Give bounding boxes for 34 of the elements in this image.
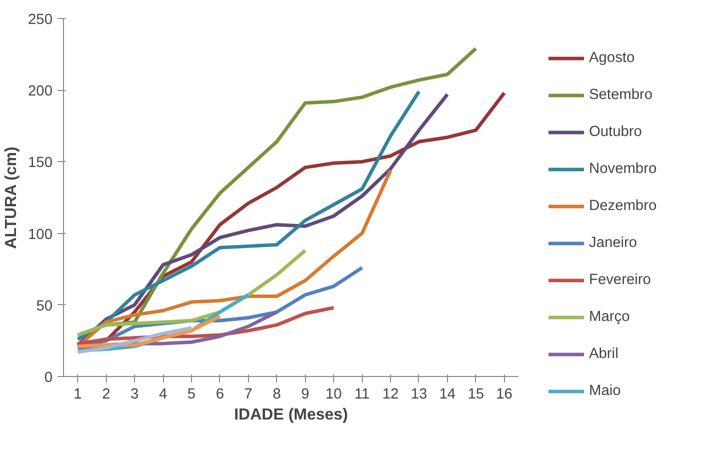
x-tick-label: 13 (410, 386, 428, 402)
x-tick-label: 6 (216, 386, 224, 402)
y-tick-label: 200 (28, 84, 53, 100)
x-axis-title: IDADE (Meses) (234, 406, 348, 424)
x-tick-label: 4 (158, 386, 168, 402)
x-tick-label: 2 (102, 386, 110, 402)
x-tick-label: 12 (382, 386, 399, 402)
x-tick-label: 9 (301, 386, 310, 402)
x-tick-label: 1 (74, 386, 82, 402)
legend-label: Novembro (589, 161, 657, 177)
y-tick-label: 100 (28, 226, 53, 243)
x-tick-label: 10 (326, 386, 342, 402)
legend-label: Maio (589, 383, 621, 399)
y-tick-label: 250 (28, 12, 53, 28)
legend-label: Setembro (589, 87, 653, 103)
legend-label: Outubro (589, 124, 642, 140)
legend-label: Fevereiro (589, 272, 651, 288)
legend-label: Janeiro (589, 235, 638, 251)
x-tick-label: 16 (496, 386, 512, 402)
legend-label: Agosto (589, 50, 635, 66)
x-tick-label: 5 (187, 386, 196, 402)
x-tick-label: 15 (468, 386, 484, 402)
legend-label: Março (589, 309, 630, 325)
y-tick-label: 50 (36, 298, 53, 314)
x-tick-label: 8 (272, 386, 281, 402)
y-axis-title: ALTURA (cm) (3, 146, 20, 249)
x-tick-label: 14 (439, 386, 456, 402)
y-tick-label: 150 (28, 155, 53, 172)
x-tick-label: 11 (354, 386, 370, 402)
y-tick-label: 0 (44, 370, 53, 386)
legend-label: Dezembro (589, 198, 657, 214)
x-tick-label: 3 (130, 386, 139, 402)
legend-label: Abril (589, 346, 618, 362)
x-tick-label: 7 (244, 386, 252, 402)
